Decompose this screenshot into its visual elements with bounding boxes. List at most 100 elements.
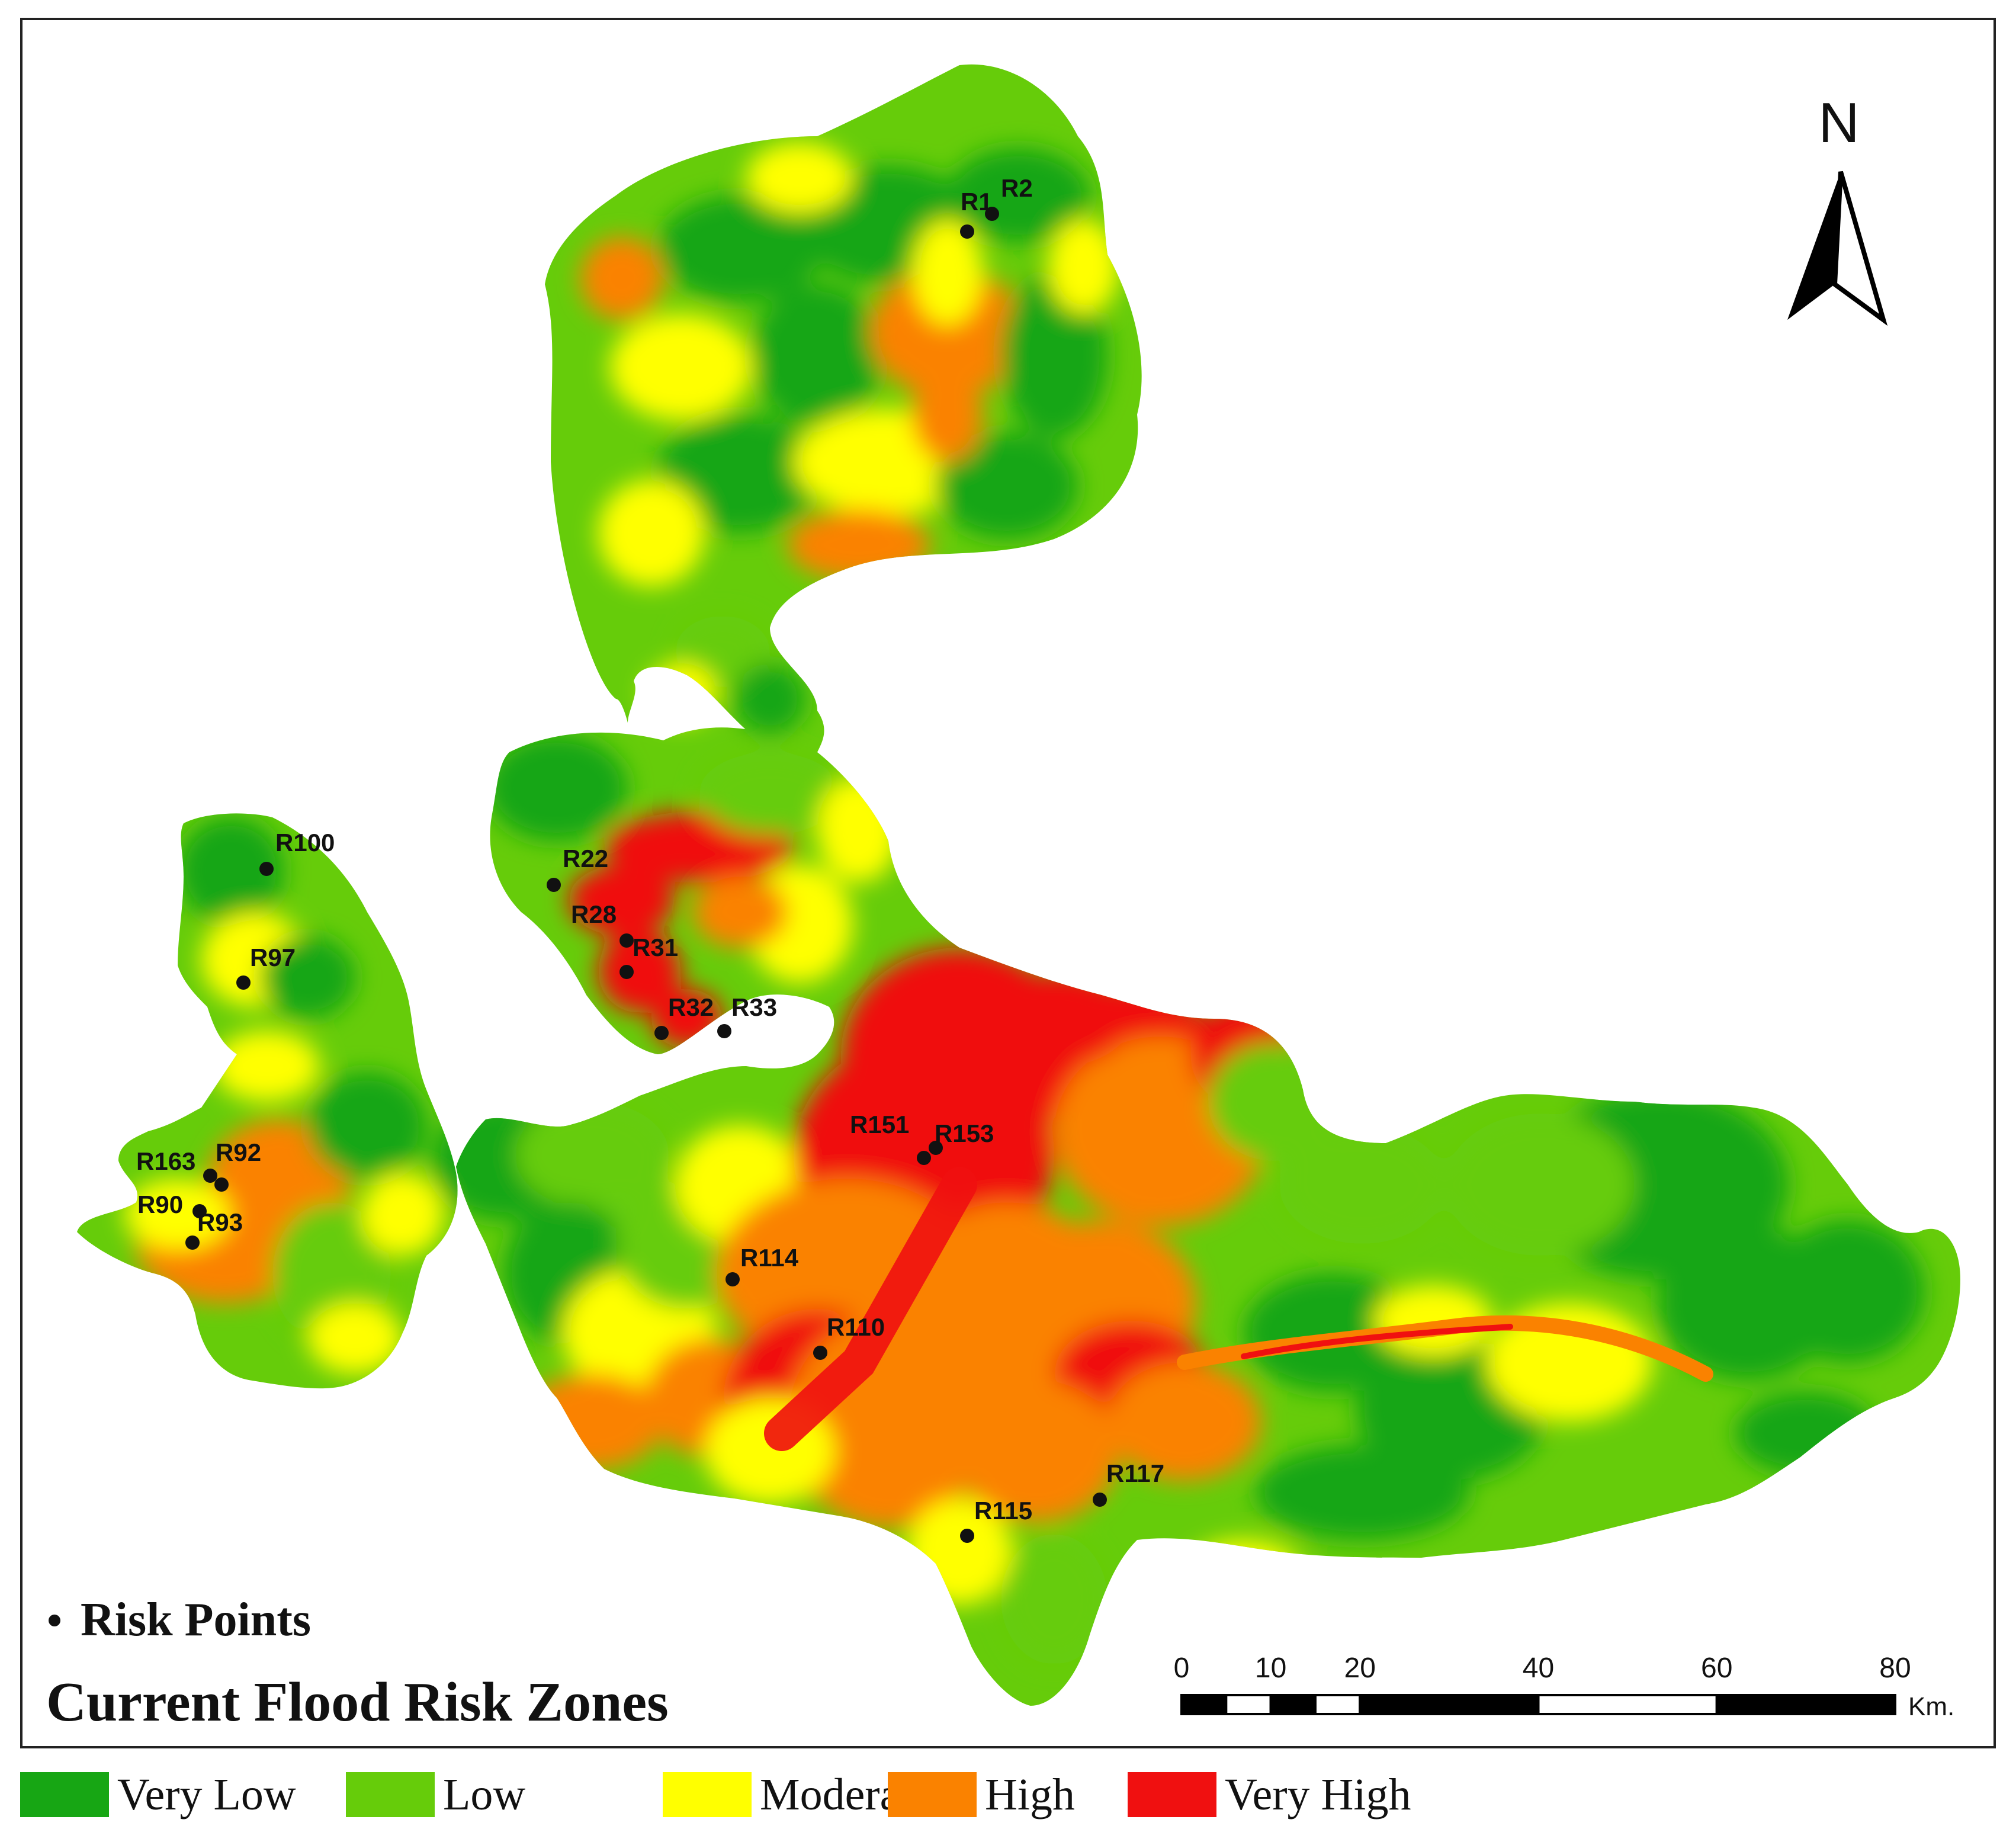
risk-zone-patch-38 bbox=[308, 1303, 403, 1374]
risk-zone-patch-28 bbox=[817, 776, 900, 883]
north-label: N bbox=[1818, 91, 1859, 155]
risk-point-r2 bbox=[985, 207, 999, 221]
legend-item-very-high: Very High bbox=[1128, 1765, 1411, 1824]
risk-zone-patch-76 bbox=[1184, 1540, 1303, 1611]
legend-item-very-low: Very Low bbox=[20, 1765, 296, 1824]
risk-zone-patch-16 bbox=[912, 367, 983, 462]
risk-zone-patch-9 bbox=[936, 432, 1078, 539]
risk-point-label-r90: R90 bbox=[137, 1190, 183, 1218]
risk-zone-patch-32 bbox=[213, 1031, 320, 1102]
legend-label: Very High bbox=[1225, 1769, 1411, 1819]
risk-point-r115 bbox=[960, 1529, 974, 1543]
risk-zone-patch-61 bbox=[1001, 1534, 1107, 1664]
risk-zone-legend: Very Low Low Moderate High Very High bbox=[20, 1765, 1996, 1824]
scale-segment-1 bbox=[1225, 1694, 1272, 1715]
legend-swatch bbox=[20, 1772, 109, 1817]
risk-zone-patch-29 bbox=[178, 817, 284, 924]
risk-zone-patch-4 bbox=[752, 284, 882, 426]
risk-zone-patch-74 bbox=[1735, 1392, 1877, 1475]
risk-point-label-r100: R100 bbox=[275, 829, 335, 856]
risk-zone-patch-3 bbox=[610, 314, 752, 421]
risk-zone-patch-14 bbox=[746, 142, 853, 213]
risk-zone-patch-6 bbox=[1001, 272, 1107, 438]
risk-point-label-r153: R153 bbox=[935, 1119, 994, 1147]
risk-point-label-r28: R28 bbox=[571, 900, 617, 928]
legend-swatch bbox=[888, 1772, 977, 1817]
risk-point-r92 bbox=[214, 1177, 229, 1192]
risk-point-label-r92: R92 bbox=[216, 1138, 261, 1166]
risk-zone-patch-5 bbox=[871, 267, 1025, 397]
risk-zone-patch-19 bbox=[734, 663, 805, 734]
legend-label: High bbox=[985, 1769, 1075, 1819]
scale-segment-3 bbox=[1314, 1694, 1362, 1715]
risk-point-r90 bbox=[192, 1204, 207, 1218]
risk-point-label-r115: R115 bbox=[974, 1497, 1032, 1525]
risk-point-label-r117: R117 bbox=[1106, 1459, 1164, 1487]
scale-segment-0 bbox=[1180, 1694, 1228, 1715]
risk-point-r100 bbox=[259, 862, 274, 876]
risk-point-label-r151: R151 bbox=[850, 1111, 909, 1138]
risk-zone-patch-25 bbox=[699, 752, 841, 835]
risk-point-label-r110: R110 bbox=[827, 1313, 885, 1341]
scale-tick-60: 60 bbox=[1701, 1652, 1732, 1684]
scale-segment-6 bbox=[1715, 1694, 1896, 1715]
risk-point-r93 bbox=[185, 1236, 200, 1250]
risk-point-label-r31: R31 bbox=[633, 933, 678, 961]
risk-point-r28 bbox=[619, 933, 634, 948]
risk-point-label-r93: R93 bbox=[197, 1208, 243, 1236]
risk-point-label-r32: R32 bbox=[668, 993, 714, 1021]
river-corridor-very-high bbox=[1241, 1324, 1513, 1359]
risk-zone-patch-62 bbox=[989, 971, 1131, 1066]
risk-point-r22 bbox=[547, 878, 561, 892]
risk-zone-patch-2 bbox=[948, 148, 1090, 243]
legend-swatch bbox=[663, 1772, 752, 1817]
risk-point-r97 bbox=[236, 975, 251, 990]
legend-swatch bbox=[346, 1772, 435, 1817]
legend-item-low: Low bbox=[346, 1765, 525, 1824]
risk-point-r31 bbox=[619, 965, 634, 979]
scale-bar: 0 10 20 40 60 80 Km. bbox=[1174, 1652, 1955, 1721]
risk-point-r163 bbox=[203, 1169, 217, 1183]
scale-segment-2 bbox=[1269, 1694, 1317, 1715]
risk-zone-patch-41 bbox=[515, 1102, 669, 1208]
risk-zone-patch-35 bbox=[124, 1179, 231, 1250]
risk-point-label-r22: R22 bbox=[563, 845, 608, 872]
risk-zone-patch-10 bbox=[598, 480, 705, 586]
legend-item-high: High bbox=[888, 1765, 1075, 1824]
risk-zone-patch-37 bbox=[308, 1072, 426, 1179]
risk-point-label-r97: R97 bbox=[250, 944, 296, 971]
risk-point-label-r114: R114 bbox=[740, 1244, 799, 1272]
risk-zone-patch-39 bbox=[361, 1173, 444, 1256]
risk-zone-patch-58 bbox=[1107, 1362, 1261, 1481]
risk-zone-patch-71 bbox=[1445, 1113, 1635, 1256]
risk-zone-patch-13 bbox=[1048, 219, 1119, 314]
risk-zone-patch-12 bbox=[912, 219, 983, 326]
risk-point-r32 bbox=[654, 1026, 669, 1040]
risk-point-icon bbox=[49, 1614, 60, 1626]
river-corridor-high bbox=[1177, 1315, 1713, 1382]
north-arrow: N bbox=[1787, 91, 1888, 326]
risk-point-r151 bbox=[917, 1151, 931, 1165]
risk-point-r117 bbox=[1093, 1493, 1107, 1507]
scale-tick-10: 10 bbox=[1255, 1652, 1286, 1684]
risk-points-label: Risk Points bbox=[81, 1594, 311, 1646]
risk-point-label-r33: R33 bbox=[731, 993, 777, 1021]
legend-swatch bbox=[1128, 1772, 1216, 1817]
risk-zone-patch-20 bbox=[486, 734, 628, 841]
risk-zone-patch-73 bbox=[1771, 1220, 1925, 1362]
risk-zone-patch-75 bbox=[1256, 1445, 1469, 1540]
risk-zone-patch-0 bbox=[657, 195, 823, 302]
risk-point-r110 bbox=[813, 1346, 827, 1360]
risk-point-r1 bbox=[960, 224, 974, 239]
risk-zone-patch-31 bbox=[261, 936, 355, 1019]
risk-zone-patch-22 bbox=[569, 865, 675, 936]
risk-point-label-r163: R163 bbox=[136, 1147, 195, 1175]
risk-zone-patch-59 bbox=[954, 1380, 1119, 1522]
scale-tick-80: 80 bbox=[1879, 1652, 1911, 1684]
scale-tick-0: 0 bbox=[1174, 1652, 1190, 1684]
risk-zone-patch-44 bbox=[521, 1374, 663, 1469]
risk-zone-patch-7 bbox=[657, 415, 823, 533]
